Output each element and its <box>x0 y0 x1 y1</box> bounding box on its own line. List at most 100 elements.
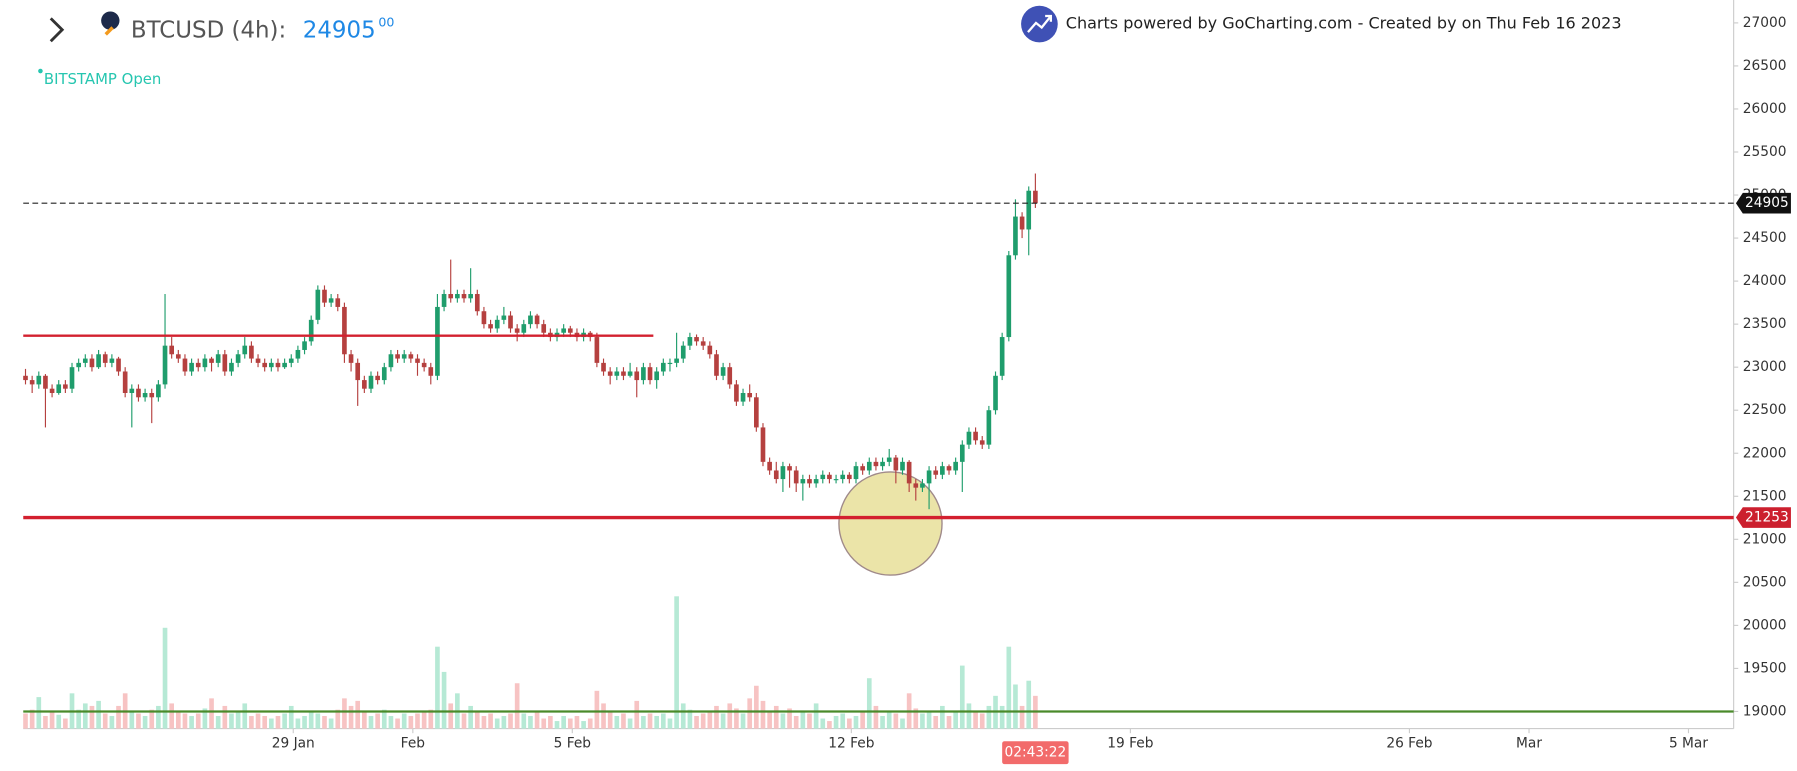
volume-bar <box>621 713 626 729</box>
volume-bar <box>322 716 327 729</box>
volume-bar <box>601 703 606 729</box>
candle-body <box>607 371 613 376</box>
volume-bar <box>149 709 155 729</box>
volume-bar <box>880 716 885 729</box>
volume-bar <box>76 709 81 729</box>
volume-bar <box>820 718 826 729</box>
candle-body <box>754 397 759 428</box>
candle-body <box>189 362 194 372</box>
volume-bar <box>262 716 268 729</box>
candle-body <box>833 479 839 481</box>
candle-body <box>56 384 62 394</box>
candle-body <box>820 474 826 480</box>
candle-body <box>169 345 174 355</box>
volume-bar <box>581 721 586 729</box>
candle-body <box>1006 255 1012 338</box>
candle-body <box>202 358 208 368</box>
volume-bar <box>594 690 600 729</box>
candle-body <box>29 380 35 385</box>
volume-bar <box>900 718 905 729</box>
candle-body <box>242 345 248 355</box>
candle-body <box>813 479 819 484</box>
status-dot <box>38 68 43 74</box>
volume-bar <box>548 716 553 729</box>
volume-bar <box>740 713 746 729</box>
candle-body <box>381 367 387 381</box>
y-tick-label: 20000 <box>1743 617 1787 633</box>
candle-body <box>847 474 852 480</box>
expand-chevron[interactable] <box>49 17 65 43</box>
candle-body <box>229 362 234 372</box>
volume-bar <box>514 683 520 729</box>
candle-body <box>335 298 341 307</box>
candle-body <box>182 358 188 372</box>
volume-bar <box>156 705 161 729</box>
volume-bar <box>408 716 414 729</box>
volume-bar <box>282 713 287 729</box>
volume-bar <box>886 710 892 729</box>
volume-bar <box>747 698 753 729</box>
volume-bar <box>760 700 766 729</box>
volume-bar <box>142 716 148 729</box>
highlight-circle <box>838 471 943 576</box>
candle-body <box>269 362 274 368</box>
volume-bar <box>501 716 507 729</box>
volume-bar <box>23 713 28 729</box>
candle-body <box>322 289 327 303</box>
volume-bar <box>674 596 679 729</box>
volume-bar <box>986 705 992 729</box>
volume-bar <box>720 713 726 729</box>
candle-body <box>421 362 427 368</box>
symbol: BTCUSD (4h): <box>131 17 286 43</box>
volume-bar <box>528 716 533 729</box>
candle-body <box>567 328 573 333</box>
y-tick-label: 22000 <box>1743 445 1787 461</box>
volume-bar <box>694 716 699 729</box>
volume-bar <box>1019 705 1025 729</box>
candle-body <box>401 354 407 359</box>
volume-bar <box>827 721 832 729</box>
volume-bar <box>222 705 228 729</box>
candle-body <box>534 315 540 325</box>
y-tick-label: 23500 <box>1743 316 1787 332</box>
volume-bar <box>308 710 314 729</box>
volume-bar <box>800 710 806 729</box>
candle-body <box>1026 190 1032 230</box>
candle-body <box>940 466 945 475</box>
candle-body <box>249 345 254 359</box>
price-decimals: 00 <box>378 14 394 29</box>
volume-bar <box>807 713 812 729</box>
volume-bar <box>999 705 1005 729</box>
credit: Charts powered by GoCharting.com - Creat… <box>1066 14 1622 33</box>
candle-body <box>122 371 128 394</box>
volume-bar <box>401 713 407 729</box>
candle-body <box>36 375 42 385</box>
volume-bar <box>787 708 792 729</box>
candle-body <box>215 354 221 363</box>
volume-bar <box>255 713 261 729</box>
volume-bar <box>714 705 719 729</box>
y-tick-label: 23000 <box>1743 359 1787 375</box>
volume-bar <box>375 713 380 729</box>
volume-bar <box>574 716 580 729</box>
volume-bar <box>209 698 214 729</box>
candle-body <box>933 470 939 475</box>
volume-bar <box>169 703 174 729</box>
candle-body <box>720 367 726 376</box>
candle-body <box>860 466 865 471</box>
volume-bar <box>966 703 972 729</box>
volume-bar <box>96 700 101 729</box>
candle-body <box>707 345 713 355</box>
volume-bar <box>428 709 434 729</box>
candle-body <box>674 358 679 363</box>
volume-bar <box>29 709 35 729</box>
volume-bar <box>63 718 68 729</box>
volume-bar <box>342 698 347 729</box>
candle-body <box>700 341 706 346</box>
volume-bar <box>474 710 480 729</box>
candle-body <box>415 358 420 363</box>
candle-body <box>455 294 460 299</box>
volume-bar <box>946 716 952 729</box>
candle-body <box>528 315 533 325</box>
volume-bar <box>700 713 706 729</box>
